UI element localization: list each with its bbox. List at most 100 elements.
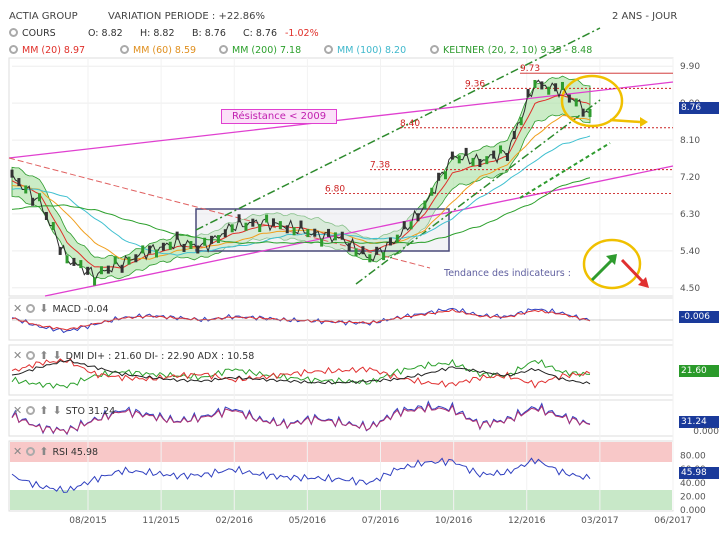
support-line: [44, 165, 674, 297]
adx-series: [11, 359, 591, 385]
mm100-series: [11, 135, 591, 256]
gear-icon[interactable]: [219, 45, 228, 54]
close-icon[interactable]: ✕: [13, 404, 23, 417]
arrow-up-icon: [590, 256, 616, 282]
price-candle: [134, 254, 138, 263]
price-candle: [106, 265, 110, 274]
price-candle: [141, 245, 145, 254]
arrow-up-icon[interactable]: ⬆: [39, 404, 49, 417]
price-candle: [38, 193, 42, 202]
price-candle: [86, 266, 90, 275]
mm60-label: MM (60) 8.59: [133, 45, 197, 56]
legend-mm200[interactable]: MM (200) 7.18: [219, 45, 301, 56]
price-candle: [203, 237, 207, 246]
mm20-label: MM (20) 8.97: [22, 45, 86, 56]
sto-value-tag: 31.24: [679, 416, 719, 428]
stock-name: ACTIA GROUP: [9, 11, 78, 22]
arrow-up-icon-head: [606, 254, 617, 265]
rsi-oversold-zone: [10, 490, 672, 510]
arrow-down-icon[interactable]: ⬇: [52, 404, 62, 417]
price-candle: [113, 256, 117, 265]
price-candle: [51, 222, 55, 231]
price-candle: [244, 222, 248, 231]
price-candle: [388, 237, 392, 246]
price-candle: [285, 225, 289, 234]
price-candle: [416, 213, 420, 222]
close-icon[interactable]: ✕: [13, 445, 23, 458]
price-candle: [457, 155, 461, 164]
gear-icon[interactable]: [120, 45, 129, 54]
legend-mm60[interactable]: MM (60) 8.59: [120, 45, 196, 56]
legend-mm100[interactable]: MM (100) 8.20: [324, 45, 406, 56]
price-candle: [99, 266, 103, 275]
price-candle: [567, 94, 571, 103]
price-candle: [148, 245, 152, 254]
legend-keltner[interactable]: KELTNER (20, 2, 10) 9.35 - 8.48: [430, 45, 592, 56]
gear-icon[interactable]: [430, 45, 439, 54]
rsi-tick-label: 40.00: [680, 479, 706, 489]
rsi-series: [11, 457, 591, 493]
gear-icon[interactable]: [9, 28, 18, 37]
arrow-down-icon[interactable]: ⬇: [52, 349, 62, 362]
trend-channel-upper: [195, 27, 601, 231]
gear-icon[interactable]: [26, 351, 36, 360]
change-value: -1.02%: [285, 28, 319, 39]
rsi-value-tag: 45.98: [679, 467, 719, 479]
price-candle: [382, 252, 386, 261]
trend-channel-lower: [355, 99, 601, 285]
open-value: O: 8.82: [88, 28, 123, 39]
price-legend: COURS: [9, 28, 56, 39]
price-candle: [540, 81, 544, 90]
price-candle: [320, 238, 324, 247]
price-candle: [333, 232, 337, 241]
price-candle: [265, 214, 269, 223]
gear-icon[interactable]: [26, 406, 36, 415]
rsi-title: RSI 45.98: [52, 447, 99, 458]
x-tick-label: 07/2016: [362, 516, 400, 526]
macd-title-bar: ✕ ⬇ MACD -0.04: [13, 302, 109, 315]
price-candle: [471, 157, 475, 166]
x-tick-label: 02/2016: [216, 516, 254, 526]
price-candle: [292, 227, 296, 236]
mm200-series: [11, 177, 591, 245]
price-candle: [430, 187, 434, 196]
rsi-tick-label: 0.000: [680, 506, 706, 516]
price-candle: [492, 150, 496, 159]
price-tick-label: 8.10: [680, 136, 700, 146]
price-candle: [313, 228, 317, 237]
arrow-up-icon[interactable]: ⬆: [39, 445, 49, 458]
price-level-label: 6.80: [325, 184, 345, 194]
price-level-label: 9.36: [465, 79, 485, 89]
gear-icon[interactable]: [324, 45, 333, 54]
price-candle: [409, 221, 413, 230]
price-candle: [58, 246, 62, 255]
price-candle: [155, 249, 158, 258]
price-candle: [258, 224, 262, 233]
down-trend-line: [8, 157, 431, 269]
price-candle: [189, 241, 193, 250]
price-candle: [327, 228, 331, 237]
trend-indicators-annotation: Tendance des indicateurs :: [444, 268, 571, 279]
gear-icon[interactable]: [26, 447, 36, 456]
gear-icon[interactable]: [26, 304, 36, 313]
price-candle: [72, 257, 76, 266]
price-candle: [485, 156, 489, 165]
indicators-circle: [582, 238, 642, 290]
price-candle: [31, 197, 35, 206]
gear-icon[interactable]: [9, 45, 18, 54]
arrow-up-icon[interactable]: ⬆: [39, 349, 49, 362]
period-selector[interactable]: 2 ANS - JOUR: [612, 11, 678, 22]
close-icon[interactable]: ✕: [13, 349, 23, 362]
price-candle: [533, 79, 537, 88]
dmi-minus-series: [11, 357, 591, 389]
price-candle: [79, 260, 83, 269]
price-level-label: 8.40: [400, 119, 420, 129]
price-candle: [306, 229, 310, 238]
x-tick-label: 03/2017: [581, 516, 618, 526]
legend-mm20[interactable]: MM (20) 8.97: [9, 45, 85, 56]
arrow-down-icon[interactable]: ⬇: [39, 302, 49, 315]
price-candle: [395, 234, 399, 243]
close-icon[interactable]: ✕: [13, 302, 23, 315]
price-candle: [368, 254, 372, 263]
